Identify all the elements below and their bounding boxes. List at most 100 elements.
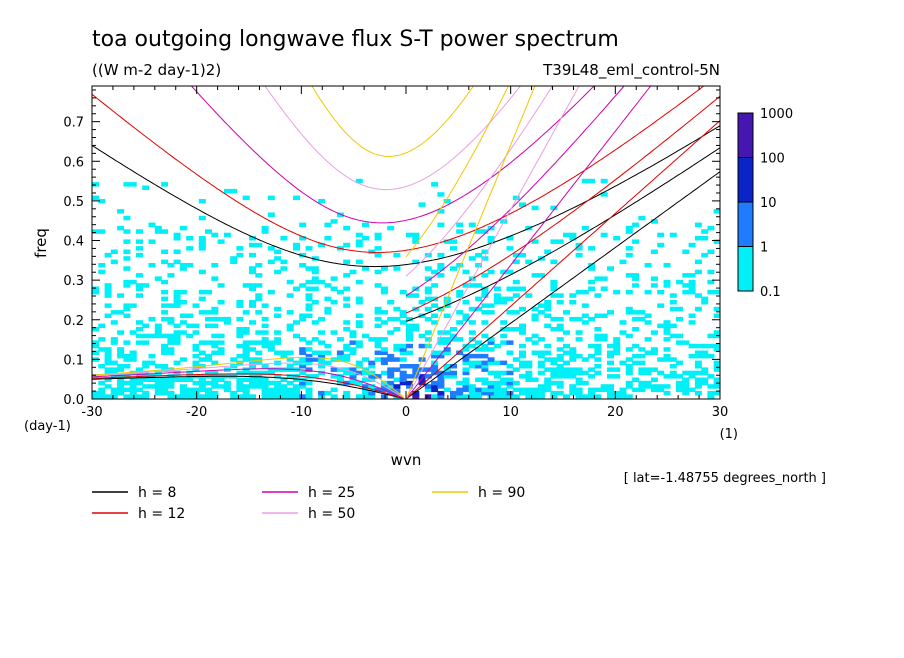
heatmap-cell (418, 300, 426, 305)
heatmap-cell (481, 289, 489, 295)
heatmap-cell (512, 279, 520, 285)
heatmap-cell (688, 283, 696, 288)
heatmap-cell (556, 374, 564, 379)
heatmap-cell (393, 306, 401, 312)
heatmap-cell (537, 350, 545, 355)
heatmap-cell (154, 333, 162, 339)
heatmap-cell (236, 303, 244, 308)
heatmap-cell (625, 384, 633, 389)
heatmap-cell (607, 387, 614, 393)
heatmap-cell (544, 303, 552, 308)
heatmap-cell (475, 263, 483, 268)
heatmap-cell (588, 343, 596, 349)
heatmap-cell (443, 374, 451, 379)
chart-subtitle: ((W m-2 day-1)2) (92, 61, 221, 79)
heatmap-cell (349, 347, 357, 352)
heatmap-cell (613, 367, 621, 372)
heatmap-cell (701, 229, 709, 234)
heatmap-cell (387, 390, 395, 396)
heatmap-cell (450, 337, 457, 342)
heatmap-cell (349, 370, 357, 376)
heatmap-cell (167, 374, 175, 379)
heatmap-cell (531, 205, 539, 211)
heatmap-cell (437, 377, 445, 382)
heatmap-cell (544, 300, 552, 305)
heatmap-cell (362, 384, 369, 389)
heatmap-cell (594, 313, 602, 318)
heatmap-cell (261, 390, 269, 396)
heatmap-cell (669, 293, 677, 298)
heatmap-cell (424, 276, 432, 281)
heatmap-cell (274, 350, 282, 355)
heatmap-cell (242, 340, 250, 345)
heatmap-cell (217, 384, 225, 389)
heatmap-cell (148, 353, 156, 359)
heatmap-cell (161, 347, 169, 352)
heatmap-cell (355, 259, 363, 265)
heatmap-cell (362, 394, 369, 399)
heatmap-cell (537, 384, 545, 389)
heatmap-cell (437, 192, 445, 197)
heatmap-cell (393, 387, 401, 393)
heatmap-cell (393, 316, 401, 322)
heatmap-cell (374, 316, 382, 322)
heatmap-cell (650, 350, 658, 355)
heatmap-cell (669, 370, 677, 376)
heatmap-cell (399, 310, 407, 315)
heatmap-cell (663, 347, 671, 352)
heatmap-cell (563, 310, 570, 315)
heatmap-cell (569, 370, 577, 376)
heatmap-cell (487, 387, 495, 393)
heatmap-cell (186, 394, 194, 399)
heatmap-cell (500, 340, 508, 345)
heatmap-cell (198, 289, 206, 295)
heatmap-cell (487, 380, 495, 386)
heatmap-cell (694, 343, 702, 349)
heatmap-cell (142, 333, 150, 339)
heatmap-cell (450, 327, 457, 332)
heatmap-cell (123, 380, 131, 386)
heatmap-cell (713, 209, 720, 214)
heatmap-cell (393, 357, 401, 362)
heatmap-cell (556, 347, 564, 352)
heatmap-cell (707, 249, 715, 254)
heatmap-cell (506, 364, 514, 369)
heatmap-cell (142, 360, 150, 366)
heatmap-cell (406, 316, 413, 322)
heatmap-cell (274, 367, 282, 372)
heatmap-cell (393, 347, 401, 352)
heatmap-cell (594, 293, 602, 298)
heatmap-cell (249, 357, 256, 362)
x-tick-label: 20 (607, 405, 624, 420)
heatmap-cell (261, 316, 269, 322)
heatmap-cell (468, 384, 476, 389)
heatmap-cell (343, 343, 351, 349)
heatmap-cell (267, 195, 275, 201)
heatmap-cell (217, 347, 225, 352)
heatmap-cell (475, 252, 483, 258)
heatmap-cell (349, 367, 357, 372)
heatmap-cell (519, 353, 526, 359)
heatmap-cell (431, 387, 439, 393)
heatmap-cell (330, 374, 338, 379)
heatmap-cell (161, 387, 169, 393)
heatmap-cell (129, 384, 137, 389)
heatmap-cell (644, 313, 652, 318)
heatmap-cell (198, 242, 206, 248)
heatmap-cell (537, 394, 545, 399)
heatmap-cell (594, 370, 602, 376)
heatmap-cell (688, 387, 696, 393)
heatmap-cell (676, 374, 683, 379)
heatmap-cell (519, 360, 526, 366)
heatmap-cell (198, 394, 206, 399)
heatmap-cell (694, 377, 702, 382)
heatmap-cell (537, 310, 545, 315)
heatmap-cell (274, 256, 282, 261)
heatmap-cell (418, 343, 426, 349)
heatmap-cell (230, 188, 238, 194)
heatmap-cell (650, 377, 658, 382)
heatmap-cell (92, 195, 99, 201)
heatmap-cell (374, 323, 382, 329)
heatmap-cell (293, 390, 300, 396)
heatmap-cell (92, 350, 99, 355)
